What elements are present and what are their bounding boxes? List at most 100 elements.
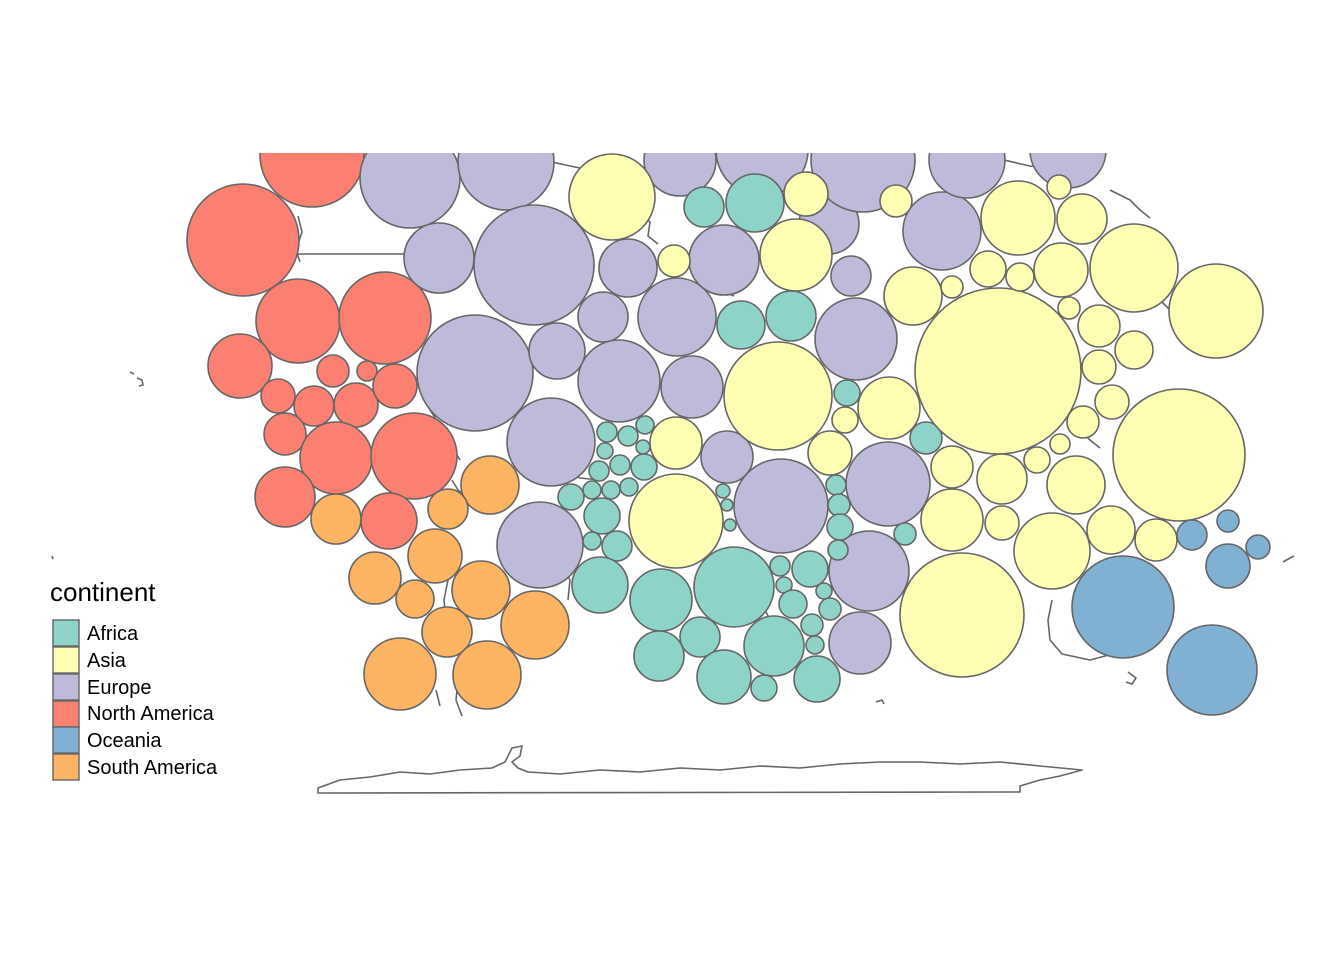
country-bubble-africa: [696, 649, 752, 705]
country-bubble-africa: [720, 498, 734, 512]
country-bubble-asia: [1046, 455, 1106, 515]
country-bubble-africa: [805, 635, 825, 655]
country-bubble-africa: [582, 480, 602, 500]
country-bubble-asia: [879, 184, 913, 218]
country-bubble-asia: [649, 416, 703, 470]
country-bubble-africa: [633, 630, 685, 682]
country-bubble-africa: [557, 483, 585, 511]
country-bubble-europe: [1029, 153, 1107, 189]
country-bubble-africa: [743, 615, 805, 677]
country-bubble-europe: [416, 314, 534, 432]
legend: continent Africa Asia Europe North Ameri…: [50, 577, 218, 781]
legend-key-north-america: [52, 700, 80, 728]
legend-label-north-america: North America: [87, 703, 215, 725]
country-bubble-asia: [723, 341, 833, 451]
country-bubble-europe: [660, 355, 724, 419]
pacific-islet-outline: [1282, 555, 1295, 563]
country-bubble-south-america: [395, 579, 435, 619]
country-bubble-south-america: [452, 640, 522, 710]
country-bubble-africa: [909, 421, 943, 455]
country-bubble-north-america: [372, 363, 418, 409]
country-bubble-europe: [643, 153, 717, 197]
country-bubble-asia: [1057, 296, 1081, 320]
country-bubble-europe: [688, 224, 760, 296]
country-bubble-africa: [818, 597, 842, 621]
country-bubble-africa: [715, 483, 731, 499]
country-bubble-asia: [1033, 242, 1089, 298]
country-bubble-north-america: [254, 466, 316, 528]
country-bubble-asia: [628, 473, 724, 569]
country-bubble-south-america: [407, 528, 463, 584]
country-bubble-asia: [657, 244, 691, 278]
country-bubble-south-america: [421, 606, 473, 658]
country-bubble-africa: [571, 556, 629, 614]
country-bubble-north-america: [260, 378, 296, 414]
africa-outline: [559, 469, 781, 661]
country-bubble-africa: [596, 442, 614, 460]
country-bubble-africa: [617, 425, 639, 447]
country-bubble-asia: [759, 218, 833, 292]
country-bubble-europe: [830, 255, 872, 297]
australia-outline: [1047, 599, 1137, 685]
country-bubbles: [186, 153, 1271, 716]
legend-key-europe: [52, 673, 80, 701]
legend-key-south-america: [52, 753, 80, 781]
island-outline: [51, 555, 54, 560]
country-bubble-europe: [577, 339, 661, 423]
country-bubble-africa: [827, 493, 851, 517]
country-bubble-europe: [457, 153, 555, 211]
country-bubble-north-america: [370, 412, 458, 500]
country-bubble-north-america: [259, 153, 365, 208]
country-bubble-asia: [1089, 223, 1179, 313]
country-bubble-africa: [635, 415, 655, 435]
legend-label-europe: Europe: [87, 677, 152, 699]
country-bubble-north-america: [333, 382, 379, 428]
country-bubble-asia: [899, 552, 1025, 678]
country-bubble-europe: [733, 458, 829, 554]
legend-key-asia: [52, 646, 80, 674]
country-bubble-asia: [1134, 518, 1178, 562]
country-bubble-asia: [969, 250, 1007, 288]
country-bubble-oceania: [1071, 555, 1175, 659]
country-bubble-africa: [815, 582, 833, 600]
country-bubble-oceania: [1176, 519, 1208, 551]
country-bubble-africa: [833, 379, 861, 407]
country-bubble-europe: [828, 611, 892, 675]
country-bubble-asia: [1056, 193, 1108, 245]
country-bubble-asia: [920, 488, 984, 552]
country-bubble-europe: [598, 238, 658, 298]
legend-label-south-america: South America: [87, 757, 218, 779]
country-bubble-oceania: [1245, 534, 1271, 560]
country-bubble-asia: [857, 376, 921, 440]
country-bubble-africa: [716, 300, 766, 350]
country-bubble-north-america: [263, 412, 307, 456]
country-bubble-asia: [1066, 405, 1100, 439]
country-bubble-asia: [1081, 349, 1117, 385]
country-bubble-africa: [800, 613, 824, 637]
country-bubble-africa: [778, 589, 808, 619]
country-bubble-africa: [826, 513, 854, 541]
country-bubble-africa: [769, 555, 791, 577]
country-bubble-africa: [588, 460, 610, 482]
country-bubble-south-america: [451, 560, 511, 620]
country-bubble-north-america: [360, 492, 418, 550]
country-bubble-asia: [883, 266, 943, 326]
country-bubble-asia: [976, 453, 1028, 505]
country-bubble-africa: [635, 439, 651, 455]
country-bubble-asia: [1049, 433, 1071, 455]
country-bubble-europe: [403, 222, 475, 294]
hawaii-outline: [129, 371, 144, 387]
country-bubble-africa: [596, 421, 618, 443]
country-bubble-europe: [359, 153, 461, 229]
country-bubble-asia: [831, 406, 859, 434]
country-bubble-africa: [791, 550, 829, 588]
country-bubble-asia: [1013, 512, 1091, 590]
country-bubble-asia: [930, 445, 974, 489]
country-bubble-south-america: [460, 455, 520, 515]
country-bubble-europe: [496, 501, 584, 589]
country-bubble-south-america: [348, 551, 402, 605]
country-bubble-africa: [601, 530, 633, 562]
country-bubble-asia: [1023, 446, 1051, 474]
country-bubble-asia: [1005, 262, 1035, 292]
country-bubble-asia: [783, 171, 829, 217]
